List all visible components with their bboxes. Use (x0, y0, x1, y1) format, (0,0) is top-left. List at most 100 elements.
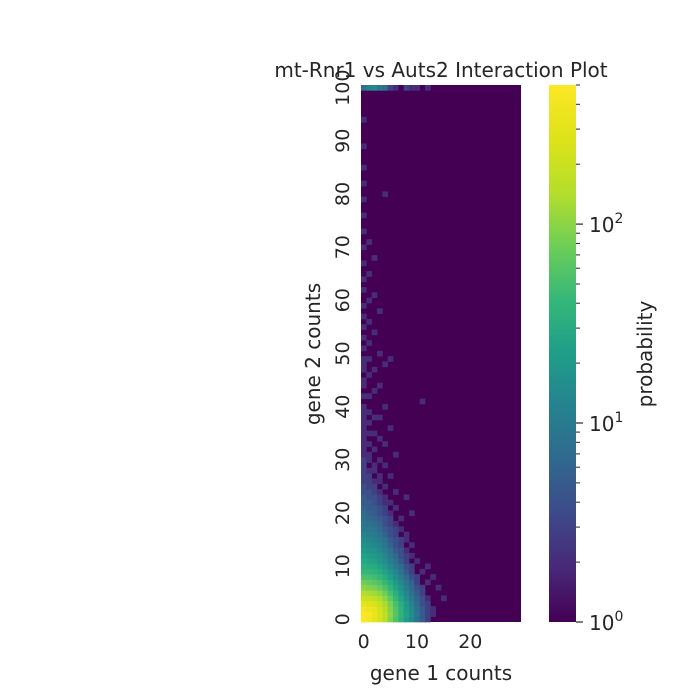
heatmap-cell (366, 372, 373, 378)
heatmap-cell (387, 356, 394, 362)
heatmap-cell (366, 595, 373, 602)
heatmap-cell (430, 606, 437, 612)
heatmap-cell (398, 579, 405, 586)
heatmap-cell (387, 558, 394, 564)
heatmap-cell (361, 324, 367, 330)
heatmap-cell (398, 515, 405, 522)
y-tick-label: 10 (332, 554, 354, 578)
heatmap-cell (393, 547, 399, 554)
heatmap-cell (361, 457, 367, 463)
heatmap-cell (382, 520, 389, 527)
chart-title: mt-Rnr1 vs Auts2 Interaction Plot (274, 58, 607, 82)
heatmap-cell (361, 494, 367, 501)
heatmap-cell (414, 606, 421, 612)
heatmap-cell (361, 595, 367, 602)
heatmap-cell (371, 515, 378, 522)
heatmap-cell (387, 595, 394, 602)
heatmap-cell (371, 574, 378, 580)
heatmap-cell (382, 547, 389, 554)
heatmap-cell (393, 568, 399, 575)
heatmap-cell (403, 600, 410, 607)
heatmap-cell (361, 404, 367, 410)
heatmap-cell (414, 574, 421, 580)
heatmap-cell (387, 579, 394, 586)
heatmap-cell (371, 505, 378, 511)
heatmap-cell (361, 552, 367, 559)
heatmap-cell (393, 558, 399, 564)
heatmap-cell (387, 616, 394, 623)
colorbar-tick-label: 102 (589, 211, 623, 237)
heatmap-cell (393, 600, 399, 607)
heatmap-cell (366, 552, 373, 559)
heatmap-cell (366, 611, 373, 618)
x-tick-label: 20 (458, 631, 482, 653)
heatmap-cell (366, 499, 373, 506)
heatmap-cell (393, 595, 399, 602)
heatmap-cell (377, 595, 383, 602)
heatmap-cell (393, 574, 399, 580)
heatmap-cell (371, 552, 378, 559)
heatmap-cell (361, 590, 367, 596)
colorbar-major-ticks: 100 101 102 (576, 211, 623, 635)
heatmap-cell (361, 260, 367, 267)
heatmap-cell (382, 441, 389, 447)
heatmap-cell (377, 414, 383, 421)
heatmap-cell (371, 510, 378, 517)
heatmap-cell (371, 520, 378, 527)
heatmap-cell (403, 606, 410, 612)
heatmap-cell (371, 478, 378, 485)
heatmap-cell (366, 483, 373, 490)
heatmap-cell (382, 563, 389, 570)
heatmap-cell (419, 590, 426, 596)
heatmap-cell (361, 85, 367, 91)
heatmap-cell (393, 584, 399, 591)
heatmap-cell (361, 616, 367, 623)
heatmap-cell (387, 515, 394, 522)
heatmap-cell (409, 574, 415, 580)
heatmap-cell (377, 600, 383, 607)
heatmap-cell (377, 552, 383, 559)
heatmap-cell (403, 85, 410, 91)
heatmap-cell (387, 520, 394, 527)
heatmap-cell (382, 526, 389, 532)
heatmap-cell (366, 606, 373, 612)
heatmap-cell (377, 547, 383, 554)
heatmap-cell (377, 558, 383, 564)
heatmap-cell (361, 180, 367, 187)
heatmap-cell (403, 563, 410, 570)
heatmap-cell (371, 606, 378, 612)
heatmap-cell (387, 526, 394, 532)
heatmap-cell (414, 616, 421, 623)
heatmap-cell (377, 505, 383, 511)
heatmap-cell (371, 526, 378, 532)
y-axis-label: gene 2 counts (301, 283, 325, 425)
heatmap-cell (366, 356, 373, 362)
heatmap-cell (366, 505, 373, 511)
heatmap-cell (393, 489, 399, 495)
heatmap-cell (393, 579, 399, 586)
y-axis-ticks: 0 10 20 30 40 50 60 70 80 90 100 (332, 70, 354, 626)
heatmap-cell (366, 547, 373, 554)
heatmap-cell (398, 558, 405, 564)
heatmap-cell (409, 595, 415, 602)
heatmap-cell (414, 595, 421, 602)
heatmap-cell (387, 531, 394, 538)
heatmap-plot-area (361, 85, 521, 623)
heatmap-cell (366, 473, 373, 479)
heatmap-cell (425, 606, 431, 612)
heatmap-cell (409, 584, 415, 591)
heatmap-cell (393, 520, 399, 527)
heatmap-cell (393, 451, 399, 458)
heatmap-cell (361, 606, 367, 612)
heatmap-cell (425, 595, 431, 602)
colorbar-gradient (549, 85, 576, 622)
heatmap-cell (377, 489, 383, 495)
heatmap-cell (377, 579, 383, 586)
heatmap-cell (387, 568, 394, 575)
heatmap-cell (382, 515, 389, 522)
heatmap-cell (382, 483, 389, 490)
heatmap-cell (361, 510, 367, 517)
heatmap-cell (361, 334, 367, 341)
heatmap-cell (366, 85, 373, 91)
heatmap-cell (377, 611, 383, 618)
